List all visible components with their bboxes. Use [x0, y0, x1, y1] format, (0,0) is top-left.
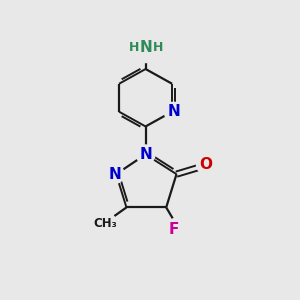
Text: H: H: [153, 41, 163, 54]
Text: N: N: [167, 104, 180, 119]
Circle shape: [196, 155, 215, 174]
Text: H: H: [129, 41, 140, 54]
Circle shape: [165, 220, 184, 239]
Text: F: F: [169, 222, 179, 237]
Text: N: N: [108, 167, 121, 182]
Text: O: O: [200, 157, 212, 172]
Text: N: N: [139, 147, 152, 162]
Circle shape: [136, 145, 155, 164]
Text: CH₃: CH₃: [93, 217, 117, 230]
Circle shape: [94, 212, 116, 235]
Circle shape: [132, 36, 159, 62]
Circle shape: [105, 165, 124, 184]
Text: N: N: [140, 40, 152, 55]
Circle shape: [164, 102, 183, 121]
